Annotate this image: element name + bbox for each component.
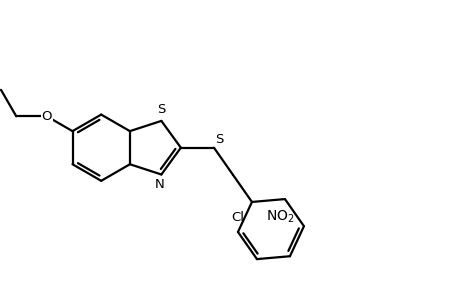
Text: N: N (154, 178, 164, 191)
Text: NO$_2$: NO$_2$ (265, 208, 294, 225)
Text: O: O (41, 110, 52, 123)
Text: S: S (215, 133, 223, 146)
Text: S: S (157, 103, 165, 116)
Text: Cl: Cl (231, 211, 244, 224)
